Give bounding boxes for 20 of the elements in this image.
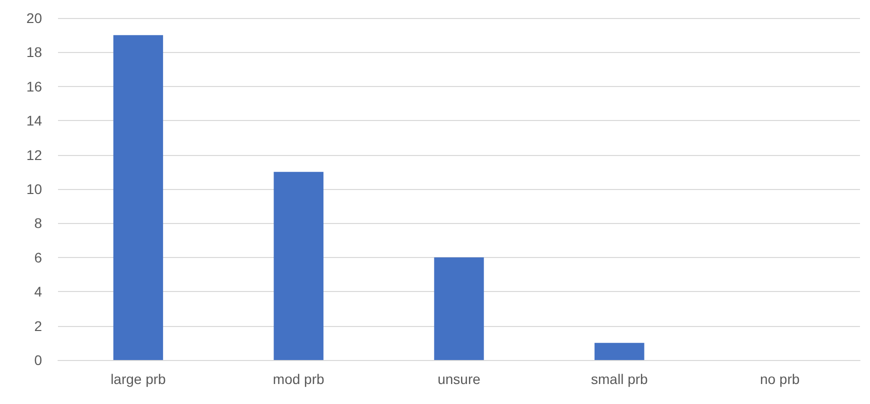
bar — [274, 172, 324, 360]
y-tick-label: 6 — [34, 249, 42, 266]
x-tick-label: large prb — [110, 371, 166, 387]
y-tick-label: 2 — [34, 318, 42, 334]
x-tick-label: no prb — [760, 371, 800, 387]
y-tick-label: 10 — [26, 181, 42, 197]
y-tick-label: 20 — [26, 10, 42, 26]
x-tick-label: small prb — [591, 371, 648, 387]
bar — [113, 35, 164, 360]
y-tick-label: 16 — [26, 78, 42, 94]
bar — [594, 342, 644, 360]
y-tick-label: 8 — [34, 215, 42, 232]
y-tick-label: 4 — [34, 284, 42, 300]
bar — [434, 257, 484, 360]
y-tick-label: 0 — [34, 352, 42, 368]
x-tick-label: unsure — [438, 371, 481, 387]
y-tick-label: 18 — [26, 44, 42, 60]
x-tick-label: mod prb — [272, 371, 324, 387]
y-tick-label: 14 — [26, 112, 42, 129]
y-tick-label: 12 — [26, 146, 42, 163]
